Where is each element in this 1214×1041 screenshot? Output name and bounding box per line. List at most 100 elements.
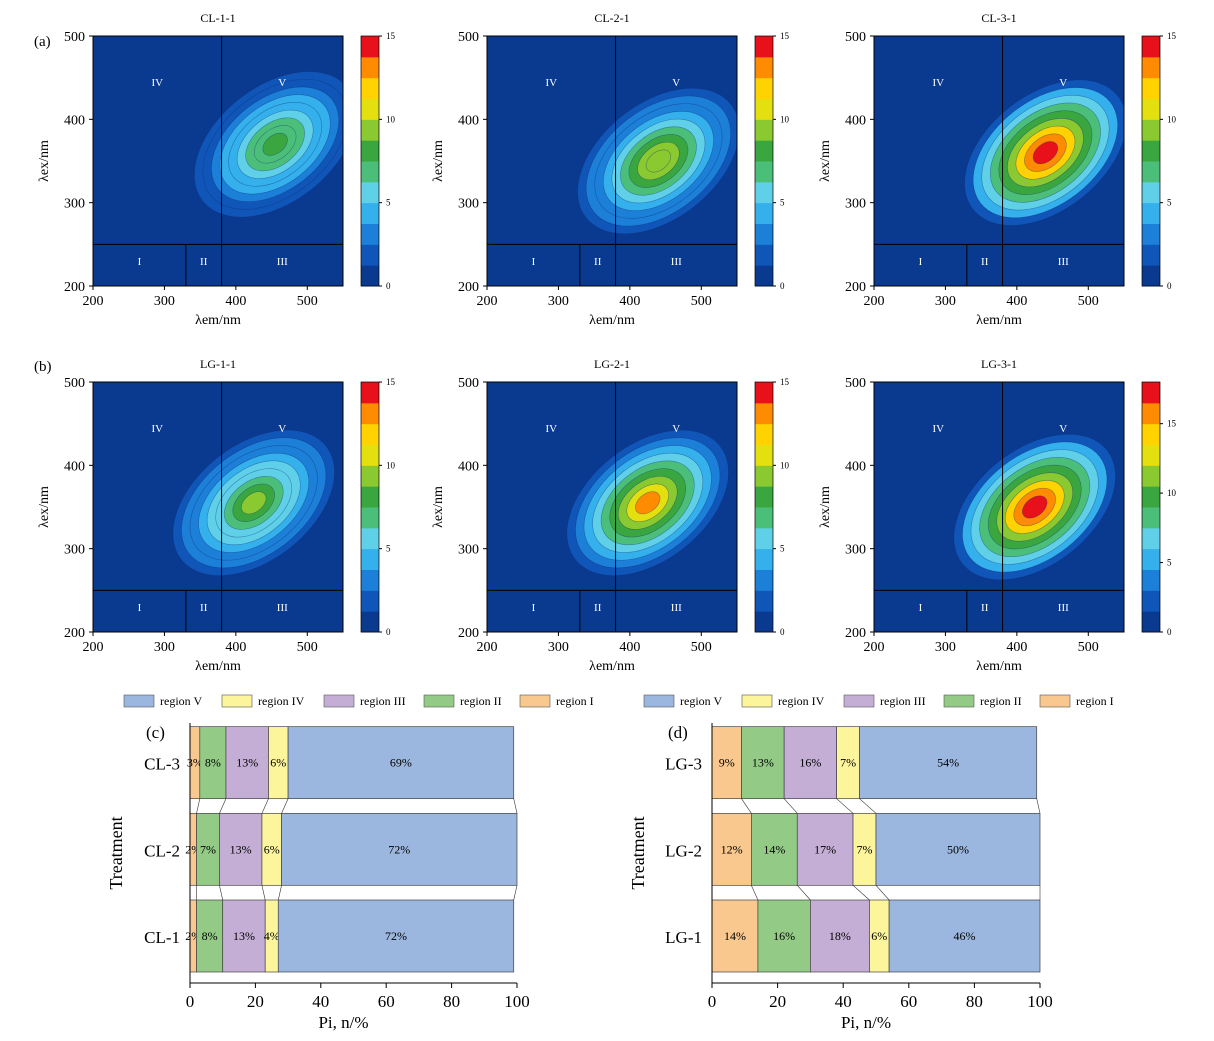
colorbar-band	[361, 569, 379, 591]
region-label-I: I	[919, 256, 923, 268]
connector-line	[219, 798, 227, 814]
bar-data-label: 8%	[205, 756, 221, 770]
connector-line	[875, 885, 890, 901]
panel-label-b: (b)	[34, 359, 52, 375]
region-label-V: V	[672, 423, 680, 435]
connector-line	[836, 798, 854, 814]
colorbar-band	[361, 402, 379, 425]
colorbar: 0 5 10 15	[754, 377, 790, 637]
y-axis-label-group: λex/nm	[37, 486, 52, 528]
colorbar-band	[1142, 444, 1160, 466]
y-tick-label: 500	[458, 30, 479, 45]
legend-swatch	[123, 694, 155, 708]
colorbar-band	[361, 465, 379, 487]
colorbar-band	[755, 548, 773, 570]
x-tick-label: 100	[1027, 992, 1053, 1011]
panel-label-d: (d)	[668, 723, 688, 742]
y-axis-label: λex/nm	[818, 140, 833, 182]
region-label-III: III	[1058, 602, 1069, 614]
x-tick-label: 300	[154, 640, 175, 655]
colorbar-frame	[754, 381, 774, 633]
x-tick-label: 400	[619, 294, 640, 309]
eem-frame	[873, 381, 1125, 633]
colorbar-tick-label: 5	[386, 198, 391, 208]
colorbar-band	[755, 569, 773, 591]
colorbar-band	[1142, 140, 1160, 162]
bar-data-label: 50%	[947, 842, 969, 856]
region-label-I: I	[919, 602, 923, 614]
bar-data-label: 18%	[829, 929, 851, 943]
eem-contour-level	[1022, 495, 1048, 519]
colorbar-band	[361, 56, 379, 79]
colorbar-band	[361, 486, 379, 508]
colorbar-frame	[1141, 35, 1161, 287]
colorbar-band	[1142, 611, 1160, 633]
connector-line	[513, 798, 518, 814]
colorbar-tick-label: 15	[780, 377, 790, 387]
region-label-II: II	[981, 602, 989, 614]
bar-legend: region V region IV region III region II regi…	[123, 694, 594, 708]
colorbar-band	[361, 161, 379, 183]
category-label: LG-2	[665, 841, 702, 860]
eem-title: LG-1-1	[200, 357, 236, 371]
category-label: LG-1	[665, 928, 702, 947]
colorbar-tick-label: 0	[1167, 281, 1172, 291]
region-label-I: I	[532, 602, 536, 614]
colorbar-band	[361, 382, 379, 404]
colorbar-band	[361, 590, 379, 612]
x-tick-label: 0	[708, 992, 717, 1011]
colorbar-band	[1142, 569, 1160, 591]
y-axis-label: λex/nm	[818, 486, 833, 528]
category-label: CL-1	[144, 928, 180, 947]
colorbar-tick-label: 0	[780, 281, 785, 291]
region-dividers	[93, 382, 343, 632]
colorbar: 0 5 10 15	[1141, 381, 1177, 637]
x-axis-label: λem/nm	[976, 659, 1022, 674]
colorbar-band	[755, 140, 773, 162]
colorbar-band	[755, 527, 773, 550]
colorbar-band	[1142, 527, 1160, 550]
region-label-IV: IV	[545, 423, 557, 435]
colorbar-tick-label: 5	[1167, 558, 1172, 568]
colorbar-band	[1142, 423, 1160, 445]
colorbar-tick-label: 10	[386, 460, 396, 470]
x-axis-label: λem/nm	[195, 313, 241, 328]
y-tick-label: 200	[458, 280, 479, 295]
bar-segment	[741, 726, 785, 800]
colorbar-tick-label: 10	[780, 114, 790, 124]
region-label-IV: IV	[545, 77, 557, 89]
colorbar-band	[1142, 36, 1160, 58]
eem-title: CL-2-1	[594, 11, 629, 25]
eem-frame	[873, 35, 1125, 287]
bar-segment	[810, 899, 870, 973]
x-axis-label: λem/nm	[976, 313, 1022, 328]
colorbar-tick-label: 10	[780, 460, 790, 470]
bar-segment	[783, 726, 837, 800]
bar-connectors	[196, 798, 518, 901]
legend-swatch	[741, 694, 773, 708]
eem-contours	[194, 71, 343, 218]
colorbar-band	[755, 98, 773, 120]
bar-legend: region V region IV region III region II regi…	[643, 694, 1114, 708]
colorbar-band	[755, 119, 773, 141]
bar-data-label: 7%	[840, 756, 856, 770]
region-label-III: III	[671, 256, 682, 268]
x-tick-label: 500	[691, 640, 712, 655]
x-axis-label: λem/nm	[589, 659, 635, 674]
colorbar-band	[755, 181, 773, 204]
eem-contour-level	[1032, 141, 1059, 165]
bar-data-label: 6%	[270, 756, 286, 770]
bar-data-label: 16%	[799, 756, 821, 770]
eem-title: CL-3-1	[981, 11, 1016, 25]
region-label-II: II	[200, 602, 208, 614]
colorbar-tick-label: 0	[1167, 627, 1172, 637]
legend-label: region III	[360, 694, 406, 708]
legend-label: region II	[460, 694, 502, 708]
x-tick-label: 400	[225, 294, 246, 309]
colorbar-tick-label: 5	[386, 544, 391, 554]
bar-panels: region V region IV region III region II regi…	[106, 694, 1114, 1032]
region-label-IV: IV	[932, 77, 944, 89]
colorbar-band	[1142, 402, 1160, 425]
colorbar-band	[1142, 486, 1160, 508]
